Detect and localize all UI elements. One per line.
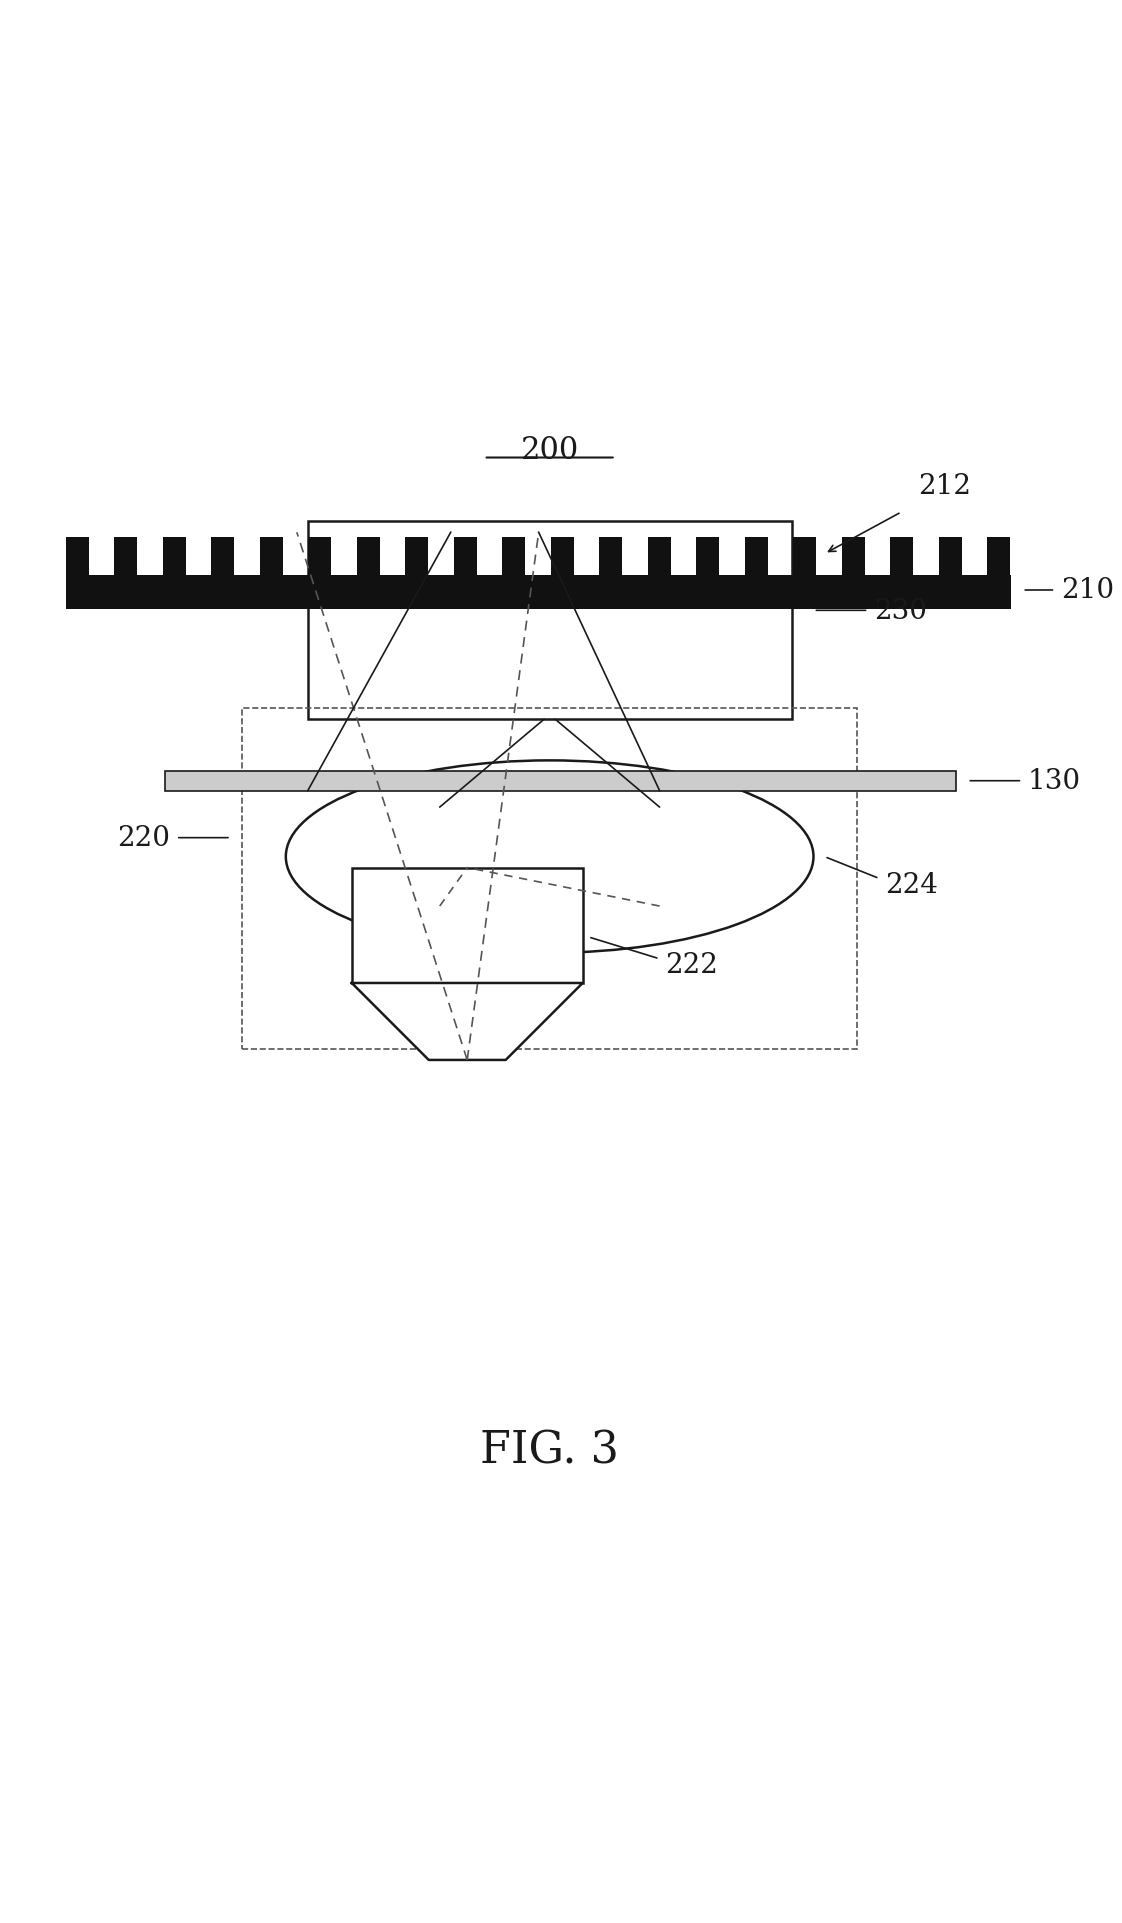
Bar	[211, 537, 234, 579]
Bar	[163, 537, 186, 579]
Text: 212: 212	[918, 473, 971, 500]
Bar	[987, 537, 1010, 579]
Bar	[66, 537, 89, 579]
Bar	[66, 575, 1011, 610]
Bar	[551, 537, 573, 579]
Bar	[890, 537, 913, 579]
Text: 230: 230	[874, 598, 927, 625]
Text: FIG. 3: FIG. 3	[480, 1429, 619, 1471]
Bar	[66, 579, 1011, 610]
Bar	[357, 537, 380, 579]
Bar	[114, 537, 138, 579]
Bar	[309, 537, 331, 579]
Bar	[503, 537, 525, 579]
Bar	[453, 537, 477, 579]
Bar	[405, 537, 429, 579]
Bar	[352, 867, 582, 983]
Bar	[242, 710, 857, 1050]
Text: 210: 210	[1060, 577, 1114, 604]
Bar	[647, 537, 671, 579]
Text: 220: 220	[118, 825, 171, 852]
Bar	[307, 521, 791, 719]
Bar	[165, 771, 956, 790]
Text: 224: 224	[885, 871, 938, 898]
Polygon shape	[352, 983, 582, 1060]
Text: 222: 222	[665, 952, 718, 979]
Text: 130: 130	[1028, 767, 1080, 794]
Bar	[793, 537, 816, 579]
Bar	[599, 537, 623, 579]
Bar	[697, 537, 719, 579]
Bar	[939, 537, 962, 579]
Bar	[745, 537, 767, 579]
Ellipse shape	[286, 762, 813, 954]
Text: 200: 200	[521, 435, 579, 465]
Bar	[260, 537, 283, 579]
Bar	[842, 537, 865, 579]
